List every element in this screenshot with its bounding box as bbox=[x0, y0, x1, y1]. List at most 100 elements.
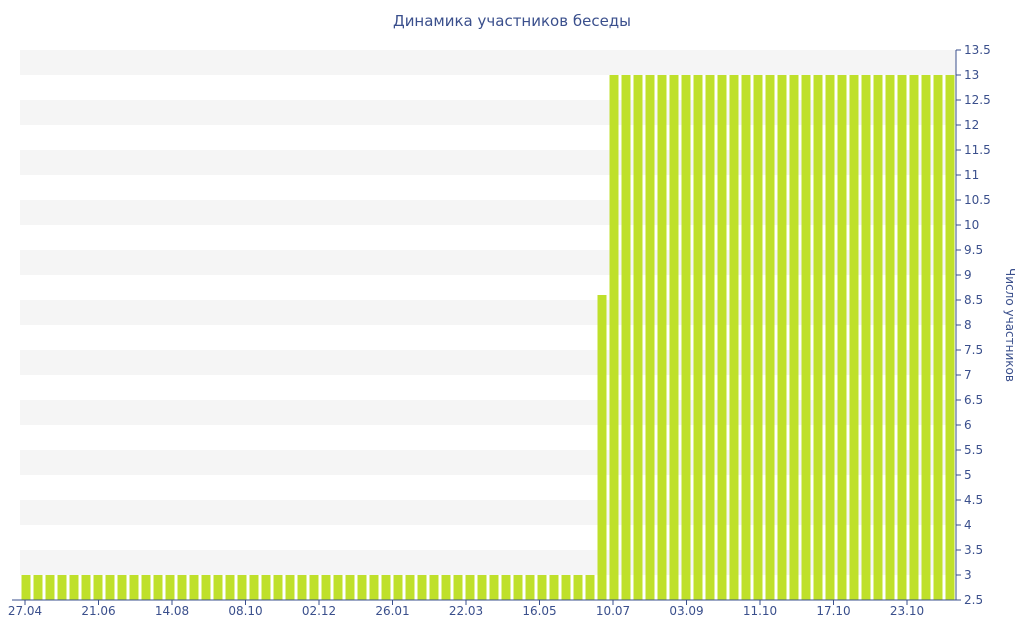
y-tick-label: 12.5 bbox=[964, 93, 991, 107]
bar bbox=[525, 575, 535, 600]
bar bbox=[765, 75, 775, 600]
y-axis: 2.5 3 3.5 4 4.5 5 5.5 6 6.5 7 7.5 8 8.5 9 9.5 10 10.5 11 1… bbox=[955, 43, 991, 607]
chart-title: Динамика участников беседы bbox=[392, 12, 632, 30]
bar bbox=[501, 575, 511, 600]
y-tick-label: 5 bbox=[964, 468, 972, 482]
bar bbox=[369, 575, 379, 600]
x-axis: 27.04 21.06 14.08 08.10 02.12 26.01 22.03 16.05… bbox=[8, 599, 956, 618]
bar bbox=[441, 575, 451, 600]
bar bbox=[789, 75, 799, 600]
y-tick-label: 7.5 bbox=[964, 343, 983, 357]
x-tick-label: 02.12 bbox=[302, 604, 336, 618]
bar bbox=[345, 575, 355, 600]
grid-band bbox=[20, 450, 956, 475]
bar bbox=[381, 575, 391, 600]
bar bbox=[549, 575, 559, 600]
bar bbox=[93, 575, 103, 600]
bar bbox=[129, 575, 139, 600]
bar bbox=[633, 75, 643, 600]
bar bbox=[489, 575, 499, 600]
x-tick-label: 14.08 bbox=[155, 604, 189, 618]
bar bbox=[297, 575, 307, 600]
bar bbox=[681, 75, 691, 600]
bar bbox=[729, 75, 739, 600]
y-tick-label: 10 bbox=[964, 218, 979, 232]
x-tick-label: 17.10 bbox=[816, 604, 850, 618]
bar bbox=[45, 575, 55, 600]
bar bbox=[69, 575, 79, 600]
bar bbox=[669, 75, 679, 600]
bar bbox=[393, 575, 403, 600]
bar bbox=[225, 575, 235, 600]
y-tick-label: 11.5 bbox=[964, 143, 991, 157]
bar bbox=[513, 575, 523, 600]
bar bbox=[249, 575, 259, 600]
bar bbox=[753, 75, 763, 600]
bar bbox=[693, 75, 703, 600]
bar bbox=[537, 575, 547, 600]
y-tick-label: 6 bbox=[964, 418, 972, 432]
bar bbox=[105, 575, 115, 600]
bar bbox=[309, 575, 319, 600]
grid-band bbox=[20, 300, 956, 325]
bar bbox=[561, 575, 571, 600]
bar bbox=[609, 75, 619, 600]
bar bbox=[873, 75, 883, 600]
y-tick-label: 13.5 bbox=[964, 43, 991, 57]
x-tick-label: 08.10 bbox=[228, 604, 262, 618]
bar bbox=[909, 75, 919, 600]
bar bbox=[417, 575, 427, 600]
bar bbox=[717, 75, 727, 600]
grid-band bbox=[20, 250, 956, 275]
y-tick-label: 7 bbox=[964, 368, 972, 382]
bar bbox=[81, 575, 91, 600]
bar bbox=[189, 575, 199, 600]
bar bbox=[285, 575, 295, 600]
grid-band bbox=[20, 550, 956, 575]
x-tick-label: 10.07 bbox=[596, 604, 630, 618]
bar bbox=[825, 75, 835, 600]
y-tick-label: 8 bbox=[964, 318, 972, 332]
bar bbox=[945, 75, 955, 600]
bar bbox=[321, 575, 331, 600]
bar-series bbox=[21, 75, 955, 600]
grid-bands bbox=[20, 50, 956, 575]
bar bbox=[585, 575, 595, 600]
x-tick-label: 27.04 bbox=[8, 604, 42, 618]
x-tick-label: 03.09 bbox=[669, 604, 703, 618]
bar bbox=[273, 575, 283, 600]
x-tick-label: 23.10 bbox=[890, 604, 924, 618]
bar bbox=[597, 295, 607, 600]
y-tick-label: 3.5 bbox=[964, 543, 983, 557]
bar bbox=[621, 75, 631, 600]
grid-band bbox=[20, 400, 956, 425]
bar bbox=[141, 575, 151, 600]
bar bbox=[57, 575, 67, 600]
grid-band bbox=[20, 50, 956, 75]
bar bbox=[201, 575, 211, 600]
bar bbox=[741, 75, 751, 600]
bar bbox=[177, 575, 187, 600]
x-tick-label: 21.06 bbox=[81, 604, 115, 618]
bar bbox=[933, 75, 943, 600]
bar bbox=[837, 75, 847, 600]
bar bbox=[453, 575, 463, 600]
bar bbox=[657, 75, 667, 600]
bar bbox=[801, 75, 811, 600]
y-tick-label: 5.5 bbox=[964, 443, 983, 457]
x-tick-label: 16.05 bbox=[522, 604, 556, 618]
bar bbox=[861, 75, 871, 600]
y-axis-label: Число участников bbox=[1003, 268, 1017, 382]
grid-band bbox=[20, 500, 956, 525]
bar bbox=[645, 75, 655, 600]
bar bbox=[777, 75, 787, 600]
bar bbox=[21, 575, 31, 600]
y-tick-label: 4 bbox=[964, 518, 972, 532]
y-tick-label: 9 bbox=[964, 268, 972, 282]
bar bbox=[33, 575, 43, 600]
x-tick-label: 26.01 bbox=[375, 604, 409, 618]
y-tick-label: 2.5 bbox=[964, 593, 983, 607]
bar bbox=[921, 75, 931, 600]
x-tick-label: 11.10 bbox=[743, 604, 777, 618]
